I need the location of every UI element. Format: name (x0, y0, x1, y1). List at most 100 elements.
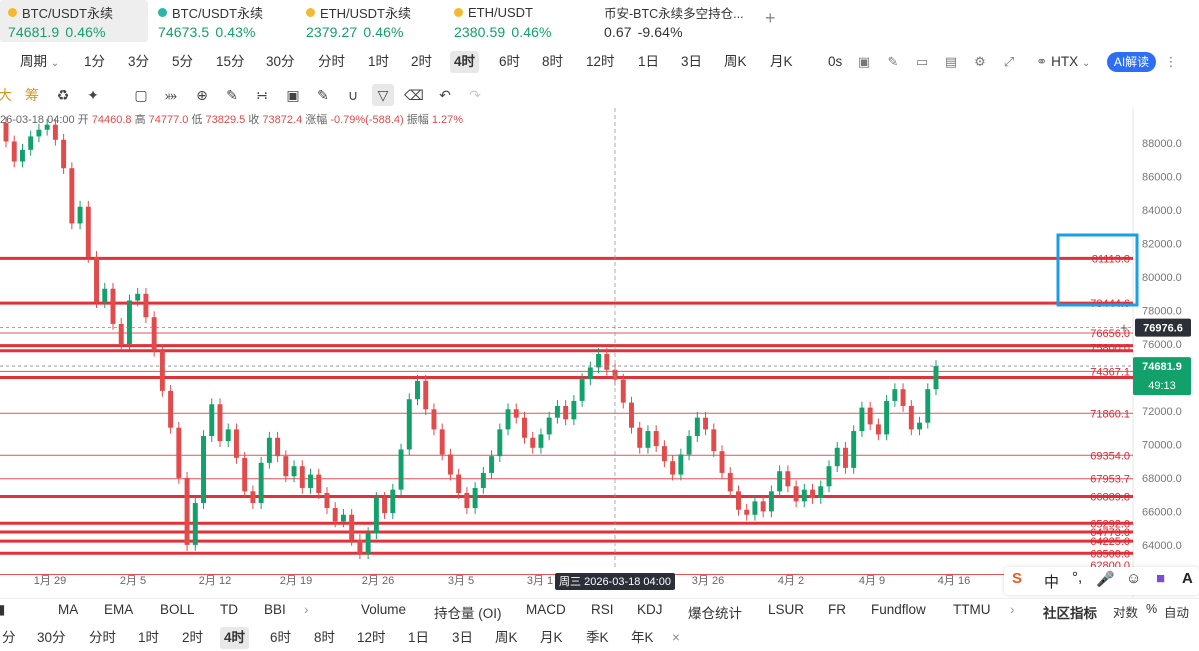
ind-rsi[interactable]: RSI (591, 602, 614, 617)
tf-3d[interactable]: 3日 (681, 54, 703, 69)
filter-icon[interactable]: ▽ (372, 84, 394, 106)
replay-icon[interactable]: ♻ (56, 87, 70, 103)
chevron-down-icon: ⌄ (50, 58, 60, 69)
log-scale-toggle[interactable]: 对数 (1113, 606, 1139, 620)
delete-icon[interactable]: ⌫ (404, 87, 424, 103)
more-icon[interactable]: ⋮ (1164, 54, 1178, 69)
exchange-select[interactable]: ⚭ HTX ⌄ (1032, 51, 1094, 73)
ind-ma[interactable]: MA (58, 602, 79, 617)
magic-icon[interactable]: ✦ (87, 87, 99, 103)
ind-lsur[interactable]: LSUR (768, 602, 805, 617)
price-chart[interactable]: 88000.0 86000.0 84000.0 82000.0 80000.0 78000… (0, 108, 1199, 598)
ticker-tab-btc-perp-2[interactable]: BTC/USDT永续 74673.5 0.43% (150, 0, 298, 42)
ticker-tab-longshort[interactable]: 币安-BTC永续多空持仓... 0.67 -9.64% (596, 0, 756, 42)
ind-fr[interactable]: FR (828, 602, 846, 617)
undo-icon[interactable]: ↶ (439, 87, 451, 103)
panel-icon[interactable]: ▮ (0, 602, 6, 617)
lock-icon[interactable]: ▣ (286, 87, 300, 103)
ind-kdj[interactable]: KDJ (637, 602, 663, 617)
chevron-right-icon[interactable]: › (1010, 602, 1015, 617)
auto-scale-toggle[interactable]: 自动 (1164, 606, 1190, 620)
ind-ema[interactable]: EMA (104, 602, 134, 617)
period-30m[interactable]: 30分 (37, 630, 66, 645)
community-indicators[interactable]: 社区指标 (1043, 606, 1097, 621)
period-6h[interactable]: 6时 (270, 630, 292, 645)
ind-fundflow[interactable]: Fundflow (871, 602, 926, 617)
ind-volume[interactable]: Volume (361, 602, 407, 617)
pen-icon[interactable]: ✎ (887, 54, 899, 69)
candle-body (703, 417, 709, 430)
tf-30m[interactable]: 30分 (266, 54, 295, 69)
period-1d[interactable]: 1日 (408, 630, 430, 645)
ticker-tab-btc-perp[interactable]: BTC/USDT永续 74681.9 0.46% (0, 0, 148, 42)
tf-timeline[interactable]: 分时 (318, 54, 345, 69)
skin-icon[interactable]: ■ (1156, 570, 1166, 587)
y-tick-label: 88000.0 (1142, 138, 1182, 150)
percent-scale-toggle[interactable]: % (1146, 602, 1158, 616)
settings-icon[interactable]: ⚙ (974, 54, 986, 69)
ime-logo-icon[interactable]: S (1012, 570, 1023, 587)
ind-td[interactable]: TD (220, 602, 238, 617)
x-tick-label: 4月 2 (778, 575, 804, 587)
period-min[interactable]: 分 (2, 630, 16, 645)
ime-lang[interactable]: 中 (1044, 574, 1060, 591)
chips-tool[interactable]: 筹 (25, 87, 39, 103)
pattern-icon[interactable]: ∺ (256, 87, 268, 103)
ind-bbi[interactable]: BBI (264, 602, 286, 617)
crop-icon[interactable]: ▢ (134, 87, 148, 103)
tf-12h[interactable]: 12时 (586, 54, 615, 69)
tf-1d[interactable]: 1日 (638, 54, 660, 69)
line-tool-icon[interactable]: ⤗ (164, 87, 178, 103)
period-year[interactable]: 年K (631, 630, 654, 645)
template-icon[interactable]: ▤ (944, 54, 958, 69)
interval-select[interactable]: 0s (828, 54, 843, 69)
tf-5m[interactable]: 5分 (172, 54, 194, 69)
period-week[interactable]: 周K (495, 630, 518, 645)
period-12h[interactable]: 12时 (357, 630, 386, 645)
period-month[interactable]: 月K (540, 630, 563, 645)
camera-icon[interactable]: ▣ (857, 54, 871, 69)
fullscreen-icon[interactable]: ⤢ (1003, 54, 1015, 69)
tf-4h[interactable]: 4时 (450, 51, 480, 73)
period-4h[interactable]: 4时 (220, 627, 250, 649)
tf-8h[interactable]: 8时 (542, 54, 564, 69)
keyboard-icon[interactable]: A (1182, 570, 1193, 587)
tf-15m[interactable]: 15分 (216, 54, 245, 69)
tf-6h[interactable]: 6时 (499, 54, 521, 69)
emoji-icon[interactable]: ☺ (1126, 570, 1142, 587)
tf-month[interactable]: 月K (770, 54, 793, 69)
tf-1m[interactable]: 1分 (84, 54, 106, 69)
tf-3m[interactable]: 3分 (128, 54, 150, 69)
add-ticker-icon[interactable]: + (765, 8, 776, 28)
punctuation-icon[interactable]: °, (1072, 569, 1083, 586)
microphone-icon[interactable]: 🎤 (1096, 571, 1115, 588)
ind-macd[interactable]: MACD (526, 602, 566, 617)
period-dropdown[interactable]: 周期 ⌄ (16, 51, 63, 73)
ind-boll[interactable]: BOLL (160, 602, 195, 617)
tf-week[interactable]: 周K (724, 54, 747, 69)
ind-oi[interactable]: 持仓量 (OI) (434, 606, 502, 621)
zoom-icon[interactable]: ⊕ (196, 87, 208, 103)
period-2h[interactable]: 2时 (182, 630, 204, 645)
redo-icon[interactable]: ↷ (469, 87, 481, 103)
period-8h[interactable]: 8时 (314, 630, 336, 645)
ticker-tab-eth-spot[interactable]: ETH/USDT 2380.59 0.46% (446, 0, 594, 42)
close-icon[interactable]: × (672, 630, 680, 645)
ind-ttmu[interactable]: TTMU (953, 602, 991, 617)
layout-icon[interactable]: ▭ (915, 54, 929, 69)
tf-1h[interactable]: 1时 (368, 54, 390, 69)
ai-interpret-button[interactable]: AI解读 (1107, 52, 1156, 72)
tf-2h[interactable]: 2时 (411, 54, 433, 69)
big-tool[interactable]: 大 (0, 87, 12, 103)
brush-icon[interactable]: ✎ (226, 87, 238, 103)
period-timeline[interactable]: 分时 (89, 630, 116, 645)
ind-liquidation[interactable]: 爆仓统计 (688, 606, 742, 621)
period-3d[interactable]: 3日 (452, 630, 474, 645)
magnet-icon[interactable]: ∪ (347, 87, 359, 103)
period-1h[interactable]: 1时 (138, 630, 160, 645)
note-icon[interactable]: ✎ (317, 87, 329, 103)
chevron-right-icon[interactable]: › (304, 602, 309, 617)
candle-body (505, 409, 511, 430)
period-quarter[interactable]: 季K (586, 630, 609, 645)
ticker-tab-eth-perp[interactable]: ETH/USDT永续 2379.27 0.46% (298, 0, 446, 42)
